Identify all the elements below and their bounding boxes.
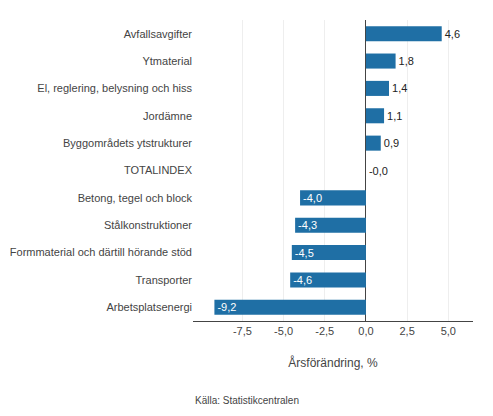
svg-text:Formmaterial och därtill höran: Formmaterial och därtill hörande stöd — [10, 246, 192, 258]
svg-text:0,0: 0,0 — [358, 325, 373, 337]
svg-text:0,9: 0,9 — [384, 137, 399, 149]
svg-text:-4,5: -4,5 — [295, 247, 314, 259]
svg-text:Jordämne: Jordämne — [143, 110, 192, 122]
svg-text:-4,0: -4,0 — [303, 192, 322, 204]
svg-text:-2,5: -2,5 — [315, 325, 334, 337]
svg-text:Ytmaterial: Ytmaterial — [142, 55, 192, 67]
svg-text:1,1: 1,1 — [387, 110, 402, 122]
svg-text:Årsförändring, %: Årsförändring, % — [288, 355, 378, 370]
svg-text:-9,2: -9,2 — [217, 301, 236, 313]
svg-text:TOTALINDEX: TOTALINDEX — [124, 164, 193, 176]
svg-text:-5,0: -5,0 — [274, 325, 293, 337]
svg-text:Transporter: Transporter — [136, 274, 193, 286]
svg-text:Avfallsavgifter: Avfallsavgifter — [124, 28, 193, 40]
svg-text:El, reglering, belysning och h: El, reglering, belysning och hiss — [37, 82, 192, 94]
svg-text:1,8: 1,8 — [399, 55, 414, 67]
svg-text:1,4: 1,4 — [392, 82, 407, 94]
svg-text:2,5: 2,5 — [399, 325, 414, 337]
svg-text:-0,0: -0,0 — [369, 165, 388, 177]
svg-text:5,0: 5,0 — [441, 325, 456, 337]
svg-text:-7,5: -7,5 — [233, 325, 252, 337]
svg-text:4,6: 4,6 — [445, 28, 460, 40]
svg-text:Stålkonstruktioner: Stålkonstruktioner — [104, 219, 192, 231]
svg-text:Betong, tegel och block: Betong, tegel och block — [78, 192, 193, 204]
svg-text:-4,6: -4,6 — [293, 274, 312, 286]
svg-text:Arbetsplatsenergi: Arbetsplatsenergi — [106, 301, 192, 313]
svg-text:Byggområdets ytstrukturer: Byggområdets ytstrukturer — [63, 137, 192, 149]
svg-text:-4,3: -4,3 — [298, 219, 317, 231]
svg-text:Källa: Statistikcentralen: Källa: Statistikcentralen — [195, 395, 299, 406]
